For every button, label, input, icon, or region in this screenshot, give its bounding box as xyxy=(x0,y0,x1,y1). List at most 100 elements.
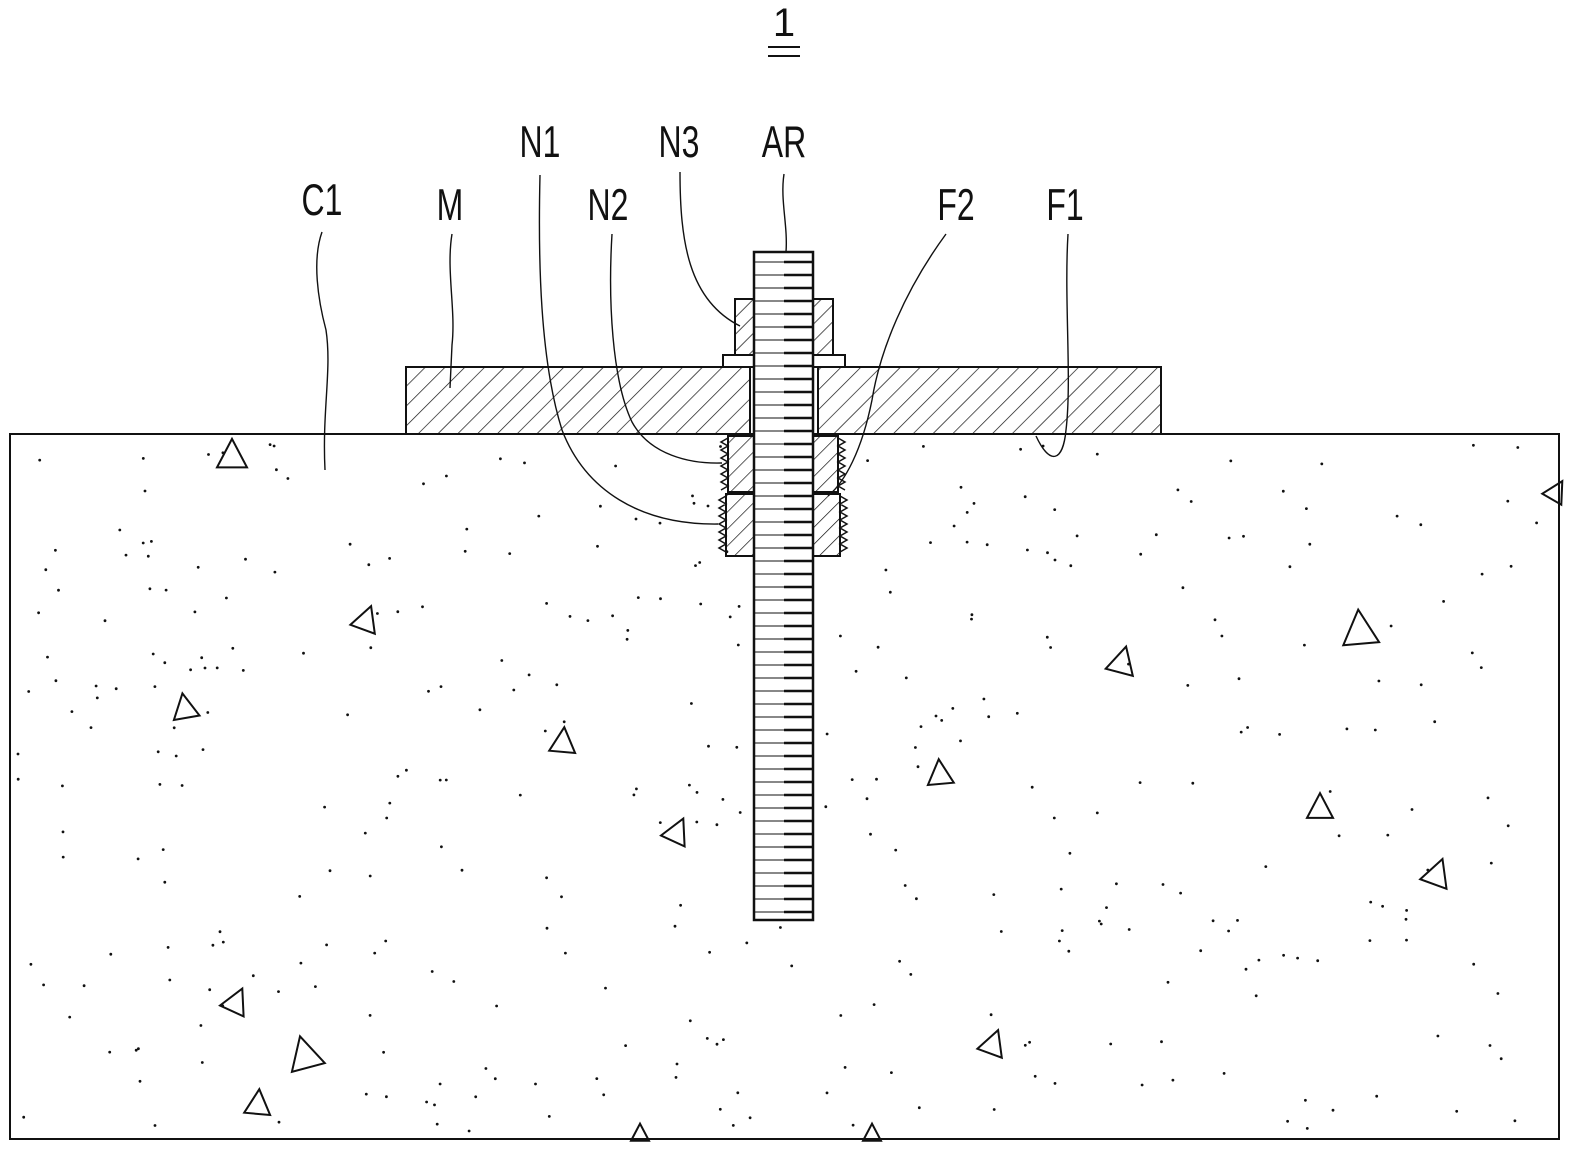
concrete-speck xyxy=(152,653,155,656)
concrete-speck xyxy=(1306,1127,1309,1130)
leader-m xyxy=(450,234,453,388)
concrete-speck xyxy=(695,821,698,824)
concrete-speck xyxy=(37,611,40,614)
concrete-speck xyxy=(367,563,370,566)
concrete-speck xyxy=(244,558,247,561)
concrete-speck xyxy=(396,610,399,613)
concrete-speck xyxy=(890,1071,893,1074)
concrete-speck xyxy=(1177,489,1180,492)
concrete-speck xyxy=(474,1095,477,1098)
figure-number-text: 1 xyxy=(773,1,795,45)
label-n3: N3 xyxy=(659,118,700,167)
reference-labels: C1 M N1 N2 N3 AR F2 F1 xyxy=(302,118,1084,230)
concrete-speck xyxy=(929,541,932,544)
concrete-speck xyxy=(1096,812,1099,815)
concrete-speck xyxy=(716,823,719,826)
concrete-speck xyxy=(1514,1119,1517,1122)
concrete-speck xyxy=(208,988,211,991)
concrete-speck xyxy=(385,817,388,820)
concrete-speck xyxy=(231,647,234,650)
concrete-speck xyxy=(707,745,710,748)
concrete-speck xyxy=(440,685,443,688)
concrete-speck xyxy=(1049,646,1052,649)
concrete-speck xyxy=(17,753,20,756)
concrete-speck xyxy=(1305,507,1308,510)
concrete-speck xyxy=(1396,515,1399,518)
concrete-speck xyxy=(1437,1035,1440,1038)
concrete-speck xyxy=(1100,923,1103,926)
concrete-speck xyxy=(824,805,827,808)
concrete-speck xyxy=(1096,453,1099,456)
concrete-speck xyxy=(1242,535,1245,538)
figure-number: 1 xyxy=(768,1,800,56)
concrete-speck xyxy=(993,1108,996,1111)
concrete-speck xyxy=(62,856,65,859)
concrete-speck xyxy=(959,740,962,743)
concrete-speck xyxy=(971,613,974,616)
concrete-speck xyxy=(197,566,200,569)
label-ar: AR xyxy=(762,118,806,167)
concrete-speck xyxy=(349,543,352,546)
concrete-speck xyxy=(1419,523,1422,526)
concrete-speck xyxy=(1199,949,1202,952)
concrete-speck xyxy=(1028,1041,1031,1044)
concrete-speck xyxy=(1338,834,1341,837)
concrete-speck xyxy=(1182,586,1185,589)
concrete-speck xyxy=(675,1076,678,1079)
concrete-speck xyxy=(992,893,995,896)
concrete-speck xyxy=(1405,918,1408,921)
concrete-speck xyxy=(495,1005,498,1008)
concrete-speck xyxy=(68,1016,71,1019)
label-f2: F2 xyxy=(937,181,974,230)
concrete-speck xyxy=(1046,636,1049,639)
concrete-speck xyxy=(425,1101,428,1104)
concrete-speck xyxy=(986,543,989,546)
concrete-speck xyxy=(779,926,782,929)
concrete-speck xyxy=(839,1014,842,1017)
concrete-speck xyxy=(970,618,973,621)
concrete-speck xyxy=(637,596,640,599)
concrete-speck xyxy=(181,784,184,787)
concrete-speck xyxy=(1286,1120,1289,1123)
concrete-speck xyxy=(1472,444,1475,447)
concrete-speck xyxy=(1228,537,1231,540)
concrete-speck xyxy=(940,719,943,722)
concrete-speck xyxy=(163,661,166,664)
concrete-speck xyxy=(1303,644,1306,647)
concrete-speck xyxy=(508,552,511,555)
concrete-speck xyxy=(1026,549,1029,552)
concrete-speck xyxy=(545,876,548,879)
concrete-speck xyxy=(109,953,112,956)
concrete-speck xyxy=(869,833,872,836)
concrete-speck xyxy=(225,597,228,600)
concrete-speck xyxy=(722,1038,725,1041)
concrete-speck xyxy=(204,667,207,670)
concrete-speck xyxy=(1019,448,1022,451)
concrete-speck xyxy=(162,848,165,851)
concrete-speck xyxy=(385,1095,388,1098)
concrete-speck xyxy=(465,528,468,531)
concrete-speck xyxy=(1031,786,1034,789)
concrete-speck xyxy=(1487,797,1490,800)
concrete-speck xyxy=(275,468,278,471)
concrete-speck xyxy=(445,779,448,782)
concrete-speck xyxy=(690,702,693,705)
concrete-speck xyxy=(314,985,317,988)
concrete-speck xyxy=(22,1116,25,1119)
concrete-speck xyxy=(602,1093,605,1096)
concrete-speck xyxy=(839,635,842,638)
concrete-speck xyxy=(519,794,522,797)
concrete-speck xyxy=(1098,920,1101,923)
concrete-speck xyxy=(325,944,328,947)
concrete-speck xyxy=(1246,726,1249,729)
concrete-speck xyxy=(216,667,219,670)
concrete-speck xyxy=(1390,625,1393,628)
concrete-speck xyxy=(206,711,209,714)
concrete-speck xyxy=(587,619,590,622)
concrete-speck xyxy=(1229,460,1232,463)
concrete-speck xyxy=(1320,463,1323,466)
concrete-speck xyxy=(219,930,222,933)
concrete-speck xyxy=(1535,522,1538,525)
concrete-speck xyxy=(1054,1082,1057,1085)
concrete-speck xyxy=(200,656,203,659)
